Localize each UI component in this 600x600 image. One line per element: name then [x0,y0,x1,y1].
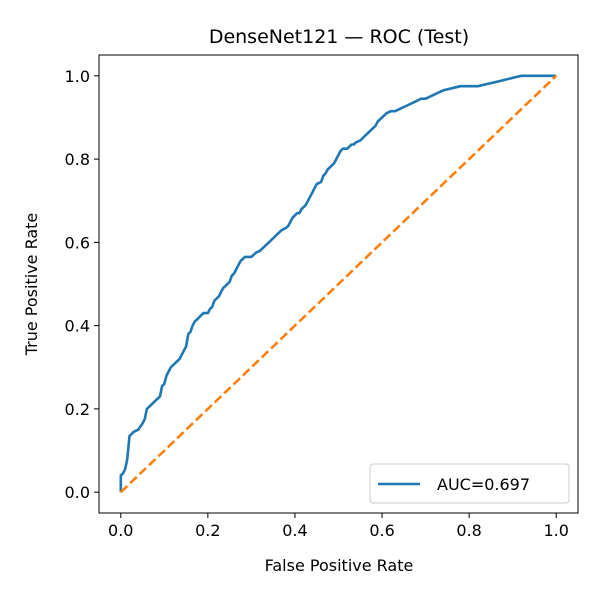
y-axis-ticks: 0.0 0.2 0.4 0.6 0.8 1.0 [65,67,99,502]
legend-box [369,463,570,504]
x-axis-ticks: 0.0 0.2 0.4 0.6 0.8 1.0 [108,513,569,540]
chart-title: DenseNet121 — ROC (Test) [209,26,469,48]
chance-diagonal-line [119,74,558,494]
legend: AUC=0.697 [369,463,570,504]
plot-area [119,74,558,494]
legend-label-auc: AUC=0.697 [437,475,530,494]
x-axis-label: False Positive Rate [265,556,414,575]
x-tick-label: 0.2 [195,521,220,540]
y-tick-label: 1.0 [65,67,90,86]
y-tick-label: 0.6 [65,233,90,252]
y-tick-label: 0.2 [65,400,90,419]
x-tick-label: 0.0 [108,521,133,540]
roc-curve-line [119,74,557,493]
x-tick-label: 0.8 [456,521,481,540]
y-tick-label: 0.8 [65,150,90,169]
x-tick-label: 0.4 [282,521,307,540]
y-tick-label: 0.0 [65,483,90,502]
y-tick-label: 0.4 [65,317,90,336]
x-tick-label: 1.0 [544,521,569,540]
axes-frame [98,54,579,514]
x-tick-label: 0.6 [369,521,394,540]
y-axis-label: True Positive Rate [22,213,41,357]
